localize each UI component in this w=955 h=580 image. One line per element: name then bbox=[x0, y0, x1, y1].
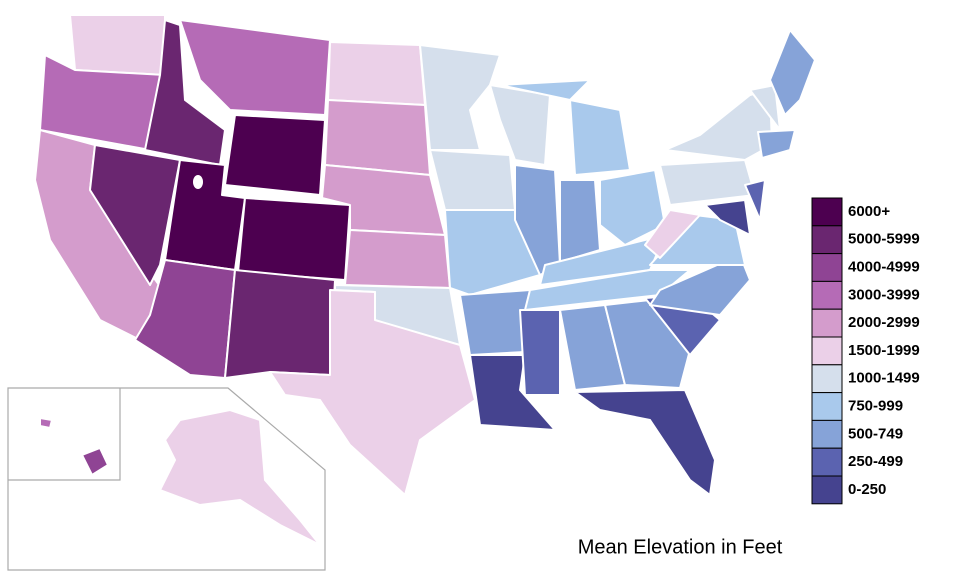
state bbox=[269, 289, 476, 496]
state bbox=[344, 229, 451, 289]
legend: 6000+ 5000-5999 4000-4999 3000-3999 2000-299… bbox=[811, 197, 920, 505]
legend-swatch bbox=[811, 280, 843, 310]
state bbox=[599, 169, 666, 246]
state bbox=[519, 309, 561, 396]
state bbox=[89, 144, 181, 286]
legend-label: 750-999 bbox=[848, 397, 903, 414]
state bbox=[459, 289, 531, 356]
states bbox=[34, 14, 816, 546]
legend-label: 1000-1499 bbox=[848, 370, 920, 387]
inset-frame bbox=[7, 387, 326, 571]
state bbox=[757, 129, 796, 159]
state bbox=[144, 19, 226, 166]
legend-label: 4000-4999 bbox=[848, 258, 920, 275]
legend-swatch bbox=[811, 197, 843, 227]
state bbox=[39, 417, 53, 429]
state bbox=[444, 209, 541, 296]
state bbox=[327, 41, 426, 106]
state bbox=[744, 179, 766, 221]
state bbox=[81, 447, 109, 476]
state bbox=[69, 14, 166, 76]
lake bbox=[193, 175, 203, 189]
state bbox=[664, 89, 773, 161]
legend-label: 500-749 bbox=[848, 425, 903, 442]
state bbox=[574, 389, 716, 496]
state bbox=[569, 99, 631, 176]
legend-swatch bbox=[811, 419, 843, 449]
state bbox=[604, 299, 691, 389]
state bbox=[659, 159, 756, 206]
legend-label: 6000+ bbox=[848, 203, 890, 220]
state bbox=[224, 114, 326, 196]
state bbox=[489, 84, 551, 166]
state bbox=[749, 84, 781, 131]
legend-swatch bbox=[811, 392, 843, 421]
legend-swatch bbox=[811, 336, 843, 366]
state bbox=[559, 179, 601, 263]
state bbox=[237, 197, 351, 281]
state bbox=[419, 44, 501, 151]
state bbox=[324, 99, 431, 176]
state bbox=[644, 209, 701, 259]
legend-label: 0-250 bbox=[848, 481, 886, 498]
legend-label: 2000-2999 bbox=[848, 314, 920, 331]
state bbox=[499, 79, 591, 101]
legend-swatch bbox=[811, 475, 843, 505]
legend-label: 5000-5999 bbox=[848, 231, 920, 248]
state bbox=[769, 29, 816, 116]
state bbox=[704, 199, 751, 236]
legend-swatch bbox=[811, 447, 843, 477]
map-title: Mean Elevation in Feet bbox=[578, 536, 783, 558]
legend-swatch bbox=[811, 364, 843, 394]
legend-swatch bbox=[811, 225, 843, 255]
legend-label: 3000-3999 bbox=[848, 286, 920, 303]
state bbox=[179, 19, 331, 116]
state bbox=[224, 269, 336, 379]
legend-swatch bbox=[811, 308, 843, 338]
state bbox=[469, 354, 556, 431]
legend-swatch bbox=[811, 253, 843, 282]
legend-label: 1500-1999 bbox=[848, 342, 920, 359]
state bbox=[429, 149, 516, 211]
state bbox=[159, 409, 321, 546]
legend-label: 250-499 bbox=[848, 453, 903, 470]
